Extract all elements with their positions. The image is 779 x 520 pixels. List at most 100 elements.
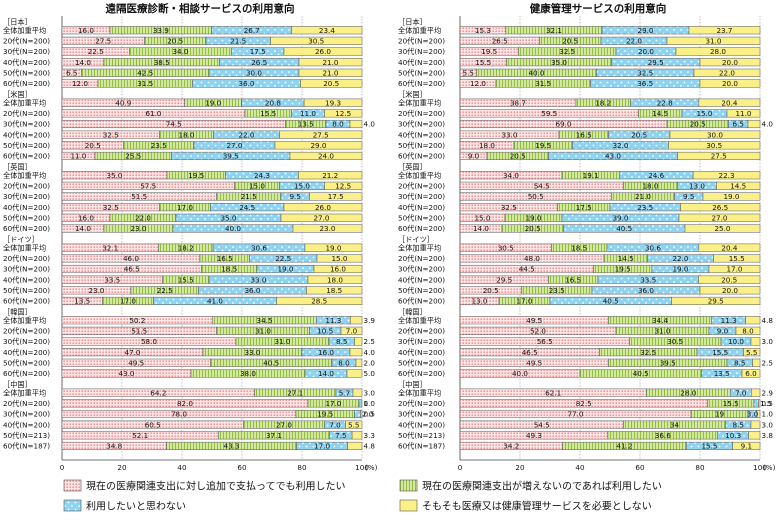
value-label: 17.0 — [177, 203, 193, 212]
row-label: 60代(N=200) — [3, 79, 50, 88]
value-label: 11.0 — [70, 152, 86, 161]
value-label: 34.5 — [257, 316, 273, 325]
value-label: 18.2 — [178, 243, 194, 252]
bar-segment-s4 — [307, 275, 363, 284]
legend-swatch-s3 — [63, 499, 82, 512]
value-label: 17.5 — [576, 203, 592, 212]
value-label: 18.5 — [221, 265, 237, 274]
value-label: 58.0 — [141, 337, 157, 346]
value-label: 11.3 — [721, 316, 737, 325]
value-label: 23.5 — [637, 203, 653, 212]
legend-label-s4: そもそも医療又は健康管理サービスを必要としない — [422, 500, 652, 513]
value-label: 3.0 — [747, 410, 759, 419]
value-label: 8.0 — [338, 358, 350, 367]
value-label: 13.0 — [471, 297, 487, 306]
value-label: 32.5 — [559, 47, 575, 56]
row-label: 50代(N=200) — [398, 141, 445, 150]
value-label: 19 — [715, 410, 725, 419]
value-label: 17.5 — [328, 192, 344, 201]
value-label: 31.0 — [705, 36, 721, 45]
value-label: 32.1 — [546, 26, 562, 35]
row-label: 30代(N=200) — [398, 410, 445, 419]
value-label: 35.0 — [106, 171, 122, 180]
value-label: 40.5 — [263, 358, 279, 367]
value-label: 22.0 — [135, 213, 151, 222]
value-label: 19.0 — [277, 265, 293, 274]
row-label: 40代(N=200) — [398, 275, 445, 284]
value-label: 13.0 — [689, 181, 705, 190]
value-label: 36.0 — [244, 286, 260, 295]
row-label: 30代(N=200) — [398, 47, 445, 56]
value-label: 16.0 — [318, 348, 334, 357]
value-label: 40.0 — [528, 68, 544, 77]
value-label: 32.0 — [612, 141, 628, 150]
value-label: 32.5 — [501, 203, 517, 212]
value-label: 26.5 — [712, 203, 728, 212]
value-label: 5.0 — [364, 369, 376, 378]
value-label: 13.5 — [74, 297, 90, 306]
value-label: 33.5 — [640, 275, 656, 284]
value-label: 32.5 — [637, 68, 653, 77]
value-label: 50.2 — [129, 316, 145, 325]
value-label: 22.3 — [719, 171, 735, 180]
row-label: 30代(N=200) — [398, 120, 445, 129]
x-tick-label: 0 — [60, 463, 65, 472]
value-label: 20.8 — [265, 98, 281, 107]
value-label: 23.0 — [88, 286, 104, 295]
row-label: 50代(N=200) — [398, 358, 445, 367]
row-label: 50代(N=200) — [3, 213, 50, 222]
value-label: 30.5 — [498, 243, 514, 252]
value-label: 57.5 — [140, 181, 156, 190]
row-label: 40代(N=200) — [3, 348, 50, 357]
value-label: 18.0 — [327, 275, 343, 284]
bar-segment-s4 — [741, 369, 761, 378]
row-label: 全体加重平均 — [3, 171, 46, 180]
x-tick-label: 40 — [177, 463, 187, 472]
value-label: 69.0 — [555, 120, 571, 129]
value-label: 77.0 — [567, 410, 583, 419]
value-label: 31.5 — [535, 79, 551, 88]
bar-segment-s4 — [751, 388, 761, 397]
row-label: 全体加重平均 — [3, 26, 46, 35]
value-label: 43.3 — [224, 442, 240, 451]
value-label: 74.5 — [166, 120, 182, 129]
value-label: 19.5 — [615, 265, 631, 274]
row-label: 全体加重平均 — [398, 316, 441, 325]
bar-segment-s4 — [758, 399, 761, 408]
chart-title: 健康管理サービスの利用意向 — [530, 2, 667, 15]
x-tick-label: 60 — [237, 463, 247, 472]
x-tick-label: 100 — [753, 463, 767, 472]
bar-segment-s4 — [702, 192, 761, 201]
value-label: 32.1 — [102, 243, 118, 252]
x-axis-unit: (%) — [763, 463, 776, 472]
row-label: 20代(N=200) — [3, 109, 50, 118]
value-label: 7.0 — [329, 420, 341, 429]
bar-segment-s4 — [355, 358, 363, 367]
value-label: 8.0 — [742, 326, 754, 335]
value-label: 8.5 — [734, 358, 745, 367]
value-label: 32.5 — [640, 348, 656, 357]
value-label: 9.5 — [683, 192, 694, 201]
value-label: 27.0 — [226, 141, 242, 150]
bar-segment-s4 — [693, 68, 761, 77]
value-label: 33.0 — [501, 130, 517, 139]
value-label: 29.0 — [638, 26, 654, 35]
value-label: 46.0 — [123, 254, 139, 263]
row-label: 全体加重平均 — [3, 316, 46, 325]
value-label: 47.0 — [124, 348, 140, 357]
row-label: 60代(N=200) — [398, 369, 445, 378]
value-label: 3.0 — [762, 420, 774, 429]
bar-segment-s4 — [699, 286, 761, 295]
value-label: 38.0 — [240, 369, 256, 378]
value-label: 14.5 — [652, 109, 668, 118]
row-label: 全体加重平均 — [398, 26, 441, 35]
value-label: 14.0 — [473, 224, 489, 233]
bar-segment-s3 — [753, 399, 759, 408]
row-label: 40代(N=200) — [3, 58, 50, 67]
value-label: 41.0 — [207, 297, 223, 306]
row-label: 50代(N=200) — [398, 213, 445, 222]
bar-segment-s3 — [354, 409, 361, 419]
bar-segment-s4 — [316, 254, 363, 263]
value-label: 12.5 — [335, 181, 351, 190]
